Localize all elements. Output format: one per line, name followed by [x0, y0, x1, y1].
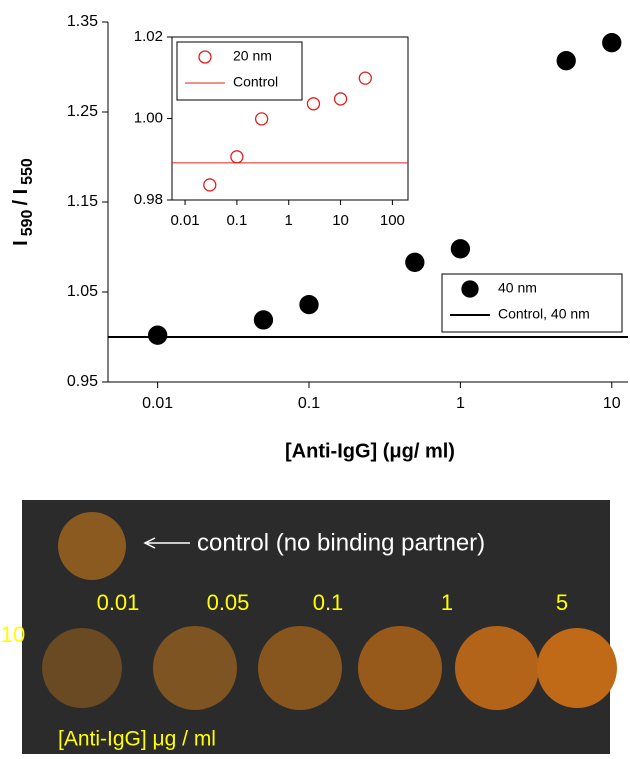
y-axis-label: I 590 / I 550 — [10, 158, 36, 246]
y-axis-label-part: 550 — [19, 158, 36, 185]
well-label: 0.05 — [207, 590, 250, 615]
x-tick-label: 0.01 — [170, 212, 199, 229]
point — [556, 51, 576, 71]
point — [147, 325, 168, 345]
y-tick-label: 1.02 — [134, 28, 163, 45]
x-tick-label: 1 — [456, 395, 465, 412]
well-label: 10 — [1, 622, 25, 647]
well-label: 1 — [441, 590, 453, 615]
chart: 0.95 1.05 1.15 1.25 1.35 0.01 0.1 1 10 [Anti-IgG]… — [10, 13, 628, 462]
arrow-head — [143, 537, 156, 549]
chart: 0.98 1.00 1.02 0.01 0.1 1 10 100 20 nm Control — [134, 28, 409, 229]
well — [153, 626, 237, 710]
annotation: control (no binding partner) — [197, 529, 485, 556]
point — [254, 112, 269, 126]
y-tick-label: 1.15 — [67, 193, 98, 210]
x-tick-label: 10 — [603, 395, 621, 412]
x-tick-label: 0.1 — [226, 212, 247, 229]
point — [253, 310, 274, 330]
wells — [42, 512, 617, 710]
point — [450, 239, 471, 259]
well — [537, 628, 617, 708]
legend-label: 20 nm — [233, 48, 272, 64]
point — [306, 97, 321, 111]
point — [203, 178, 217, 192]
y-tick-label: 0.98 — [134, 191, 163, 208]
well — [258, 626, 342, 710]
point — [299, 294, 319, 315]
y-tick-label: 0.95 — [67, 373, 98, 390]
x-tick-label: 0.01 — [142, 395, 173, 412]
y-tick-label: 1.00 — [134, 109, 163, 126]
y-tick-label: 1.25 — [67, 103, 98, 120]
legend-label: Control, 40 nm — [498, 306, 590, 322]
well — [42, 628, 122, 708]
point — [358, 71, 372, 85]
y-tick-label: 1.35 — [67, 13, 98, 30]
y-axis-label-part: I — [10, 240, 32, 246]
legend-swatch — [461, 280, 479, 298]
point — [405, 252, 425, 272]
x-tick-label: 0.1 — [298, 395, 320, 412]
well-label: 0.01 — [97, 590, 140, 615]
y-axis-label-part: 590 — [19, 209, 36, 236]
well-labels: 0.01 0.05 0.1 1 5 10 — [1, 590, 568, 647]
y-tick-label: 1.05 — [67, 283, 98, 300]
legend-swatch — [198, 50, 212, 64]
legend-box — [176, 41, 303, 101]
x-axis-label: [Anti-IgG] (μg/ ml) — [285, 440, 455, 462]
x-tick-label: 100 — [380, 212, 405, 229]
legend-label: Control — [233, 74, 278, 90]
well-label: 0.1 — [313, 590, 344, 615]
caption: [Anti-IgG] μg / ml — [58, 728, 216, 751]
well-label: 5 — [556, 590, 568, 615]
x-tick-label: 1 — [285, 212, 293, 229]
legend-label: 40 nm — [498, 280, 537, 296]
well — [455, 626, 539, 710]
y-axis-label-part: / I — [10, 189, 32, 206]
well — [358, 626, 442, 710]
point — [333, 92, 348, 106]
point — [602, 33, 622, 53]
x-tick-label: 10 — [332, 212, 349, 229]
well — [58, 512, 126, 580]
